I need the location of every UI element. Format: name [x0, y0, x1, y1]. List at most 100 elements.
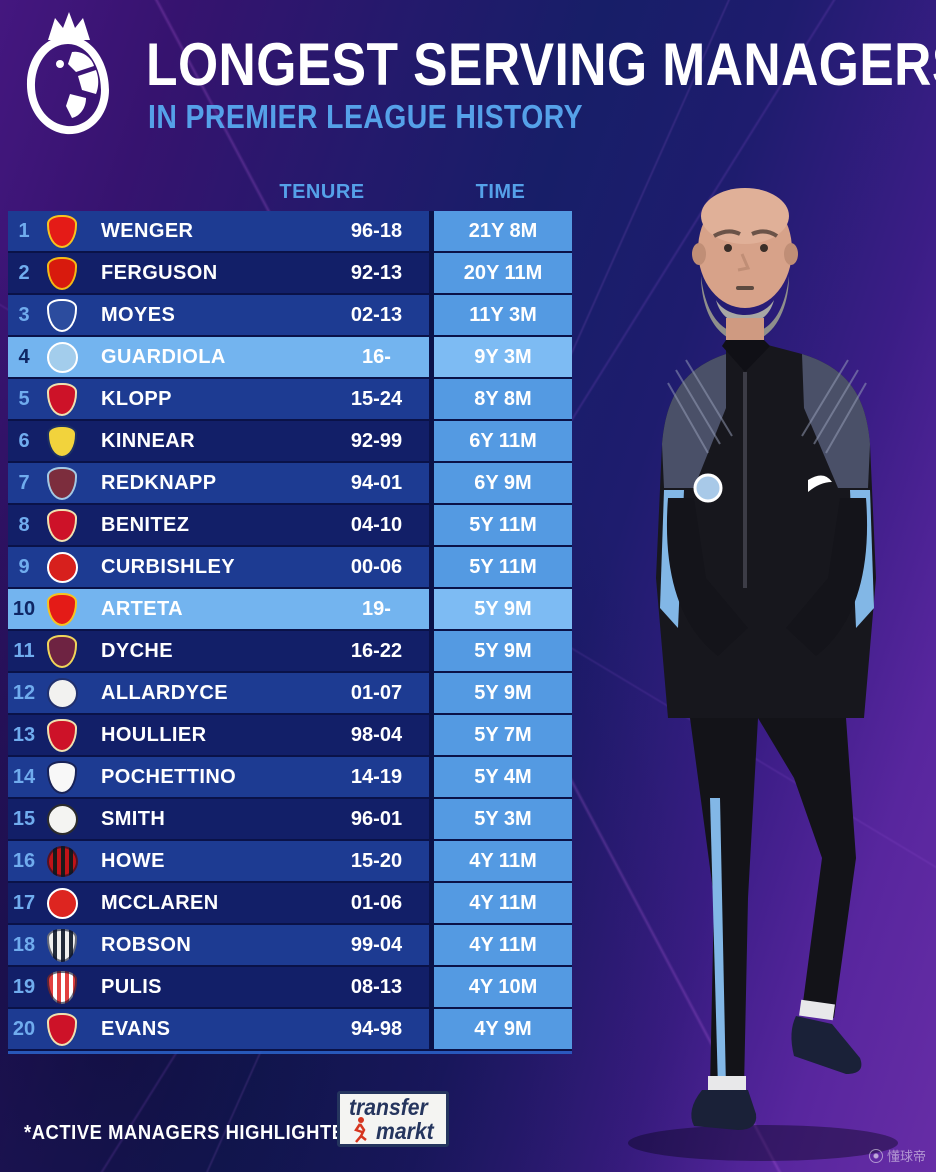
club-crest-liverpool-icon: [47, 1012, 77, 1046]
table-row: 16 HOWE 15-20 4Y 11M: [8, 841, 572, 883]
manager-name: ARTETA: [101, 598, 184, 620]
table-row: 8 BENITEZ 04-10 5Y 11M: [8, 505, 572, 547]
table-row-highlighted: 10 ARTETA 19- 5Y 9M: [8, 589, 572, 631]
transfermarkt-logo-text-bottom: markt: [376, 1118, 434, 1144]
table-row: 5 KLOPP 15-24 8Y 8M: [8, 379, 572, 421]
tenure-value: 96-01: [350, 808, 403, 830]
watermark-logo-icon: [868, 1148, 883, 1163]
time-value: 5Y 9M: [429, 631, 572, 671]
time-value: 20Y 11M: [429, 253, 572, 293]
rank: 14: [12, 766, 36, 788]
rank: 17: [12, 892, 36, 914]
manager-name: HOWE: [101, 850, 165, 872]
time-value: 5Y 11M: [429, 505, 572, 545]
rank: 16: [12, 850, 36, 872]
table-row: 18 ROBSON 99-04 4Y 11M: [8, 925, 572, 967]
tenure-value: 15-20: [350, 850, 403, 872]
rank: 7: [18, 472, 30, 494]
rank: 10: [12, 598, 36, 620]
club-crest-burnley-icon: [47, 634, 77, 668]
table-row: 13 HOULLIER 98-04 5Y 7M: [8, 715, 572, 757]
time-value: 5Y 7M: [429, 715, 572, 755]
table-row: 1 WENGER 96-18 21Y 8M: [8, 211, 572, 253]
tenure-value: 04-10: [350, 514, 403, 536]
manager-name: HOULLIER: [101, 724, 207, 746]
time-value: 8Y 8M: [429, 379, 572, 419]
rank: 13: [12, 724, 36, 746]
time-value: 21Y 8M: [429, 211, 572, 251]
manager-name: BENITEZ: [101, 514, 190, 536]
club-crest-middlesbrough-icon: [46, 887, 78, 919]
active-managers-note: *ACTIVE MANAGERS HIGHLIGHTED: [24, 1122, 359, 1144]
manager-name: PULIS: [101, 976, 162, 998]
tenure-value: 92-13: [350, 262, 403, 284]
rank: 9: [18, 556, 30, 578]
time-value: 11Y 3M: [429, 295, 572, 335]
table-row: 9 CURBISHLEY 00-06 5Y 11M: [8, 547, 572, 589]
club-crest-liverpool-icon: [47, 382, 77, 416]
manager-name: CURBISHLEY: [101, 556, 236, 578]
rank: 1: [18, 220, 30, 242]
club-crest-arsenal-icon: [47, 592, 77, 626]
tenure-value: 94-01: [350, 472, 403, 494]
rank: 6: [18, 430, 30, 452]
manager-name: MOYES: [101, 304, 176, 326]
tenure-value: 96-18: [350, 220, 403, 242]
manager-name: GUARDIOLA: [101, 346, 226, 368]
rank: 5: [18, 388, 30, 410]
table-row: 7 REDKNAPP 94-01 6Y 9M: [8, 463, 572, 505]
manager-name: FERGUSON: [101, 262, 218, 284]
tenure-value: 94-98: [350, 1018, 403, 1040]
club-crest-manchester-city-icon: [46, 341, 78, 373]
table-row: 2 FERGUSON 92-13 20Y 11M: [8, 253, 572, 295]
time-value: 5Y 11M: [429, 547, 572, 587]
premier-league-lion-icon: [26, 12, 109, 135]
tenure-value: 01-07: [350, 682, 403, 704]
club-crest-manchester-united-icon: [47, 256, 77, 290]
rank: 3: [18, 304, 30, 326]
club-crest-charlton-icon: [46, 551, 78, 583]
tenure-value: 16-: [362, 346, 391, 368]
manager-name: SMITH: [101, 808, 166, 830]
manager-name: KLOPP: [101, 388, 172, 410]
club-crest-stoke-icon: [47, 970, 77, 1004]
tenure-value: 99-04: [350, 934, 403, 956]
transfermarkt-logo-text-top: transfer: [349, 1094, 428, 1120]
manager-name: MCCLAREN: [101, 892, 219, 914]
manager-name: WENGER: [101, 220, 194, 242]
manager-name: ROBSON: [101, 934, 192, 956]
club-crest-everton-icon: [47, 298, 77, 332]
tenure-value: 02-13: [350, 304, 403, 326]
club-crest-wimbledon-icon: [47, 424, 77, 458]
rank: 12: [12, 682, 36, 704]
page-subtitle: IN PREMIER LEAGUE HISTORY: [148, 98, 583, 135]
manager-name: EVANS: [101, 1018, 171, 1040]
managers-table: 1 WENGER 96-18 21Y 8M 2 FERGUSON 92-13 2…: [8, 211, 572, 1054]
time-value: 6Y 11M: [429, 421, 572, 461]
time-value: 5Y 9M: [429, 673, 572, 713]
club-crest-derby-icon: [46, 803, 78, 835]
transfermarkt-logo: transfer markt: [337, 1091, 449, 1147]
tenure-value: 16-22: [350, 640, 403, 662]
table-row-highlighted: 4 GUARDIOLA 16- 9Y 3M: [8, 337, 572, 379]
watermark: 懂球帝: [868, 1146, 926, 1165]
rank: 2: [18, 262, 30, 284]
page-title: LONGEST SERVING MANAGERS: [146, 31, 936, 98]
manager-name: DYCHE: [101, 640, 174, 662]
time-value: 9Y 3M: [429, 337, 572, 377]
table-row: 19 PULIS 08-13 4Y 10M: [8, 967, 572, 1009]
manager-name: ALLARDYCE: [101, 682, 228, 704]
rank: 18: [12, 934, 36, 956]
tenure-value: 15-24: [350, 388, 403, 410]
column-header-tenure: TENURE: [279, 181, 365, 203]
club-crest-newcastle-icon: [47, 928, 77, 962]
rank: 4: [18, 346, 30, 368]
manager-name: REDKNAPP: [101, 472, 217, 494]
tenure-value: 92-99: [350, 430, 403, 452]
table-row: 17 MCCLAREN 01-06 4Y 11M: [8, 883, 572, 925]
rank: 20: [12, 1018, 36, 1040]
rank: 11: [13, 640, 35, 662]
club-crest-bolton-icon: [46, 677, 78, 709]
manager-name: KINNEAR: [101, 430, 195, 452]
